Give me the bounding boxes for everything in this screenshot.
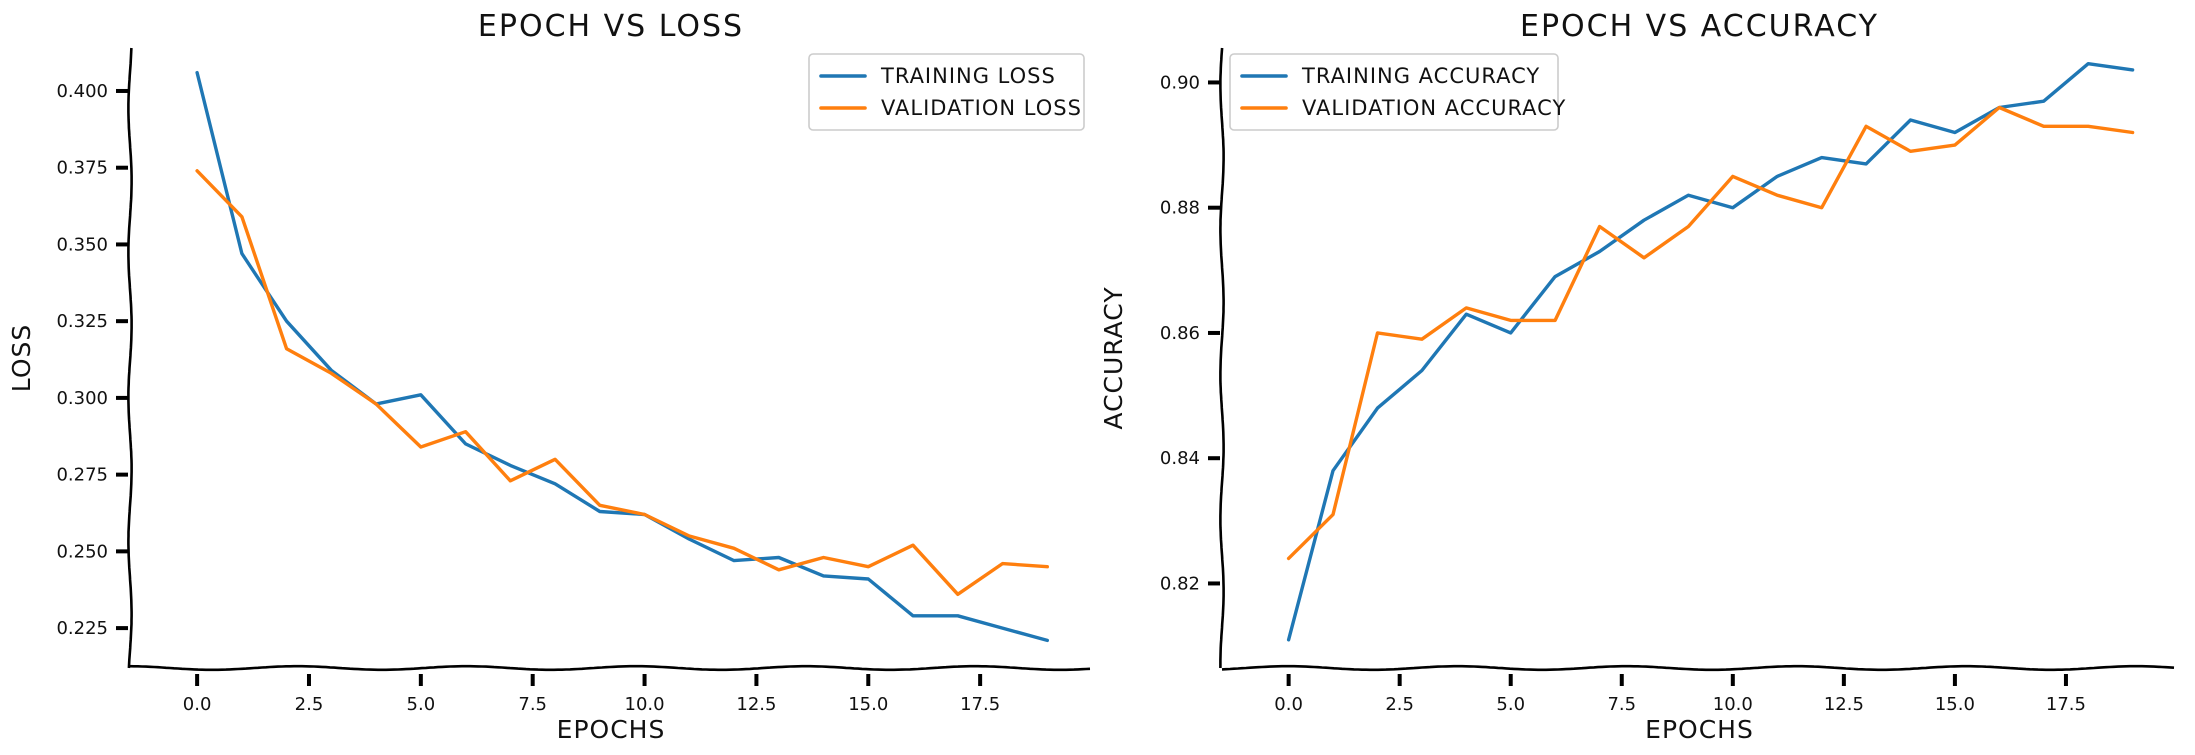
loss-chart-y-axis-line (128, 48, 131, 668)
loss-chart-x-tick-label: 17.5 (960, 694, 1000, 715)
loss-chart-y-tick-label: 0.325 (56, 311, 108, 332)
loss-chart-ylabel: LOSS (7, 324, 36, 392)
loss-chart-x-tick-label: 0.0 (183, 694, 212, 715)
loss-chart-y-tick-label: 0.300 (56, 388, 108, 409)
loss-chart-y-tick-label: 0.275 (56, 465, 108, 486)
accuracy-chart-y-tick-label: 0.82 (1160, 573, 1200, 594)
accuracy-chart-x-tick-label: 7.5 (1607, 694, 1636, 715)
accuracy-chart-y-axis-line (1220, 48, 1223, 668)
accuracy-chart-x-tick-label: 12.5 (1824, 694, 1864, 715)
loss-chart-series-training-line (197, 73, 1047, 641)
loss-chart-legend-label: VALIDATION LOSS (881, 96, 1082, 120)
accuracy-chart-x-tick-label: 15.0 (1935, 694, 1975, 715)
accuracy-chart-x-tick-label: 0.0 (1274, 694, 1303, 715)
loss-chart-xlabel: EPOCHS (557, 715, 666, 744)
accuracy-chart-legend: TRAINING ACCURACY VALIDATION ACCURACY (1230, 54, 1566, 130)
accuracy-chart-xlabel: EPOCHS (1645, 715, 1754, 744)
loss-chart-legend-label: TRAINING LOSS (880, 64, 1056, 88)
loss-chart-x-tick-label: 2.5 (295, 694, 324, 715)
accuracy-chart-y-tick-label: 0.88 (1160, 198, 1200, 219)
loss-chart-x-tick-label: 10.0 (625, 694, 665, 715)
loss-chart: EPOCH VS LOSS EPOCHS LOSS 0.0 2.5 5.0 7.5 10… (7, 9, 1090, 744)
loss-chart-y-tick-label: 0.250 (56, 541, 108, 562)
loss-chart-y-tick-label: 0.350 (56, 234, 108, 255)
loss-chart-x-tick-label: 15.0 (848, 694, 888, 715)
accuracy-chart-x-tick-label: 17.5 (2046, 694, 2086, 715)
loss-chart-title: EPOCH VS LOSS (478, 9, 744, 44)
accuracy-chart: EPOCH VS ACCURACY EPOCHS ACCURACY 0.0 2.5… (1099, 9, 2174, 744)
accuracy-chart-y-tick-label: 0.90 (1160, 72, 1200, 93)
accuracy-chart-x-tick-label: 5.0 (1496, 694, 1525, 715)
accuracy-chart-series-validation-line (1289, 108, 2133, 559)
accuracy-chart-title: EPOCH VS ACCURACY (1520, 9, 1879, 44)
loss-chart-y-tick-label: 0.375 (56, 158, 108, 179)
loss-chart-series-validation-line (197, 171, 1047, 595)
loss-chart-x-tick-label: 12.5 (736, 694, 776, 715)
loss-chart-y-tick-label: 0.400 (56, 81, 108, 102)
accuracy-chart-x-tick-label: 2.5 (1385, 694, 1414, 715)
accuracy-chart-y-tick-label: 0.86 (1160, 323, 1200, 344)
accuracy-chart-x-tick-label: 10.0 (1713, 694, 1753, 715)
loss-chart-x-tick-label: 5.0 (407, 694, 436, 715)
loss-chart-legend: TRAINING LOSS VALIDATION LOSS (809, 54, 1084, 130)
accuracy-chart-series-training-line (1289, 64, 2133, 640)
accuracy-chart-x-axis-line (1222, 666, 2174, 670)
accuracy-chart-legend-label: VALIDATION ACCURACY (1302, 96, 1566, 120)
accuracy-chart-y-tick-label: 0.84 (1160, 448, 1200, 469)
accuracy-chart-ylabel: ACCURACY (1099, 286, 1128, 429)
loss-chart-x-axis-line (130, 666, 1090, 670)
accuracy-chart-legend-label: TRAINING ACCURACY (1301, 64, 1540, 88)
loss-chart-x-tick-label: 7.5 (518, 694, 547, 715)
loss-chart-y-tick-label: 0.225 (56, 618, 108, 639)
